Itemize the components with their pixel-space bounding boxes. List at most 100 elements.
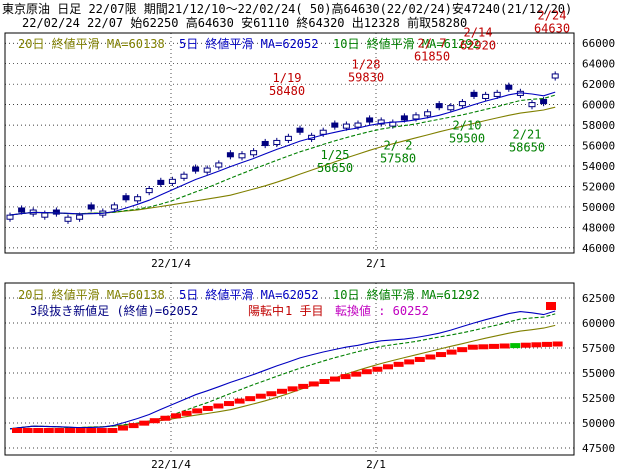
kagi-brick xyxy=(298,383,309,389)
legend-bottom-20ma: 20日 終値平滑 MA=60138 xyxy=(18,287,165,302)
candle-body xyxy=(180,173,188,179)
price-tick-label: 60000 xyxy=(582,99,615,112)
candle-body xyxy=(250,150,258,156)
kagi-brick xyxy=(149,418,160,424)
kagi-x-axis: 22/1/4 2/1 xyxy=(151,458,386,471)
candle-body xyxy=(296,127,304,133)
candle-body xyxy=(238,153,246,159)
kagi-tick-label: 50000 xyxy=(582,417,615,430)
candle-body xyxy=(226,152,234,158)
candle-body xyxy=(342,123,350,129)
annotation-value: 59830 xyxy=(348,70,384,84)
kagi-brick xyxy=(12,428,22,433)
kagi-brick xyxy=(351,371,362,377)
kagi-trend-status: 陽転中 xyxy=(248,303,284,318)
price-tick-label: 62000 xyxy=(582,78,615,91)
kagi-brick xyxy=(202,405,213,411)
kagi-tick-label: 60000 xyxy=(582,317,615,330)
candle-body xyxy=(168,178,176,184)
price-tick-label: 66000 xyxy=(582,37,615,50)
kagi-ma5-line xyxy=(9,310,556,430)
annotation-date: 1/28 xyxy=(352,57,381,71)
candle-body xyxy=(482,93,490,99)
legend-top-20ma: 20日 終値平滑 MA=60138 xyxy=(18,36,165,51)
price-axis: 46000 48000 50000 52000 54000 56000 58000 60000… xyxy=(582,37,615,255)
price-tick-label: 56000 xyxy=(582,140,615,153)
candle-body xyxy=(284,135,292,141)
candle-body xyxy=(273,139,281,146)
kagi-brick xyxy=(245,396,256,402)
kagi-brick xyxy=(542,341,552,347)
kagi-date-label: 22/1/4 xyxy=(151,458,191,471)
annotation-date: 2/14 xyxy=(464,26,493,40)
kagi-brick xyxy=(330,376,340,382)
annotation-date: 2/ 2 xyxy=(384,138,413,152)
kagi-brick xyxy=(65,428,75,433)
candle-body xyxy=(215,162,223,168)
kagi-moving-averages xyxy=(9,310,556,430)
price-tick-label: 52000 xyxy=(582,180,615,193)
kagi-brick xyxy=(393,361,404,367)
candle-body xyxy=(424,111,432,117)
candle-body xyxy=(505,84,513,90)
kagi-brick xyxy=(372,366,383,372)
candle-body xyxy=(354,122,362,128)
legend-top-5ma: 5日 終値平滑 MA=62052 xyxy=(179,36,318,51)
annotation-value: 57580 xyxy=(380,151,416,165)
kagi-brick xyxy=(520,342,531,348)
candle-body xyxy=(192,166,200,172)
annotation-value: 61850 xyxy=(414,50,450,64)
candle-body xyxy=(331,122,339,128)
candle-body xyxy=(470,91,478,97)
candle-body xyxy=(6,214,14,220)
candle-body xyxy=(18,207,26,213)
candle-body xyxy=(157,179,165,185)
ma5-line xyxy=(9,91,556,216)
annotation-date: 2/10 xyxy=(453,119,482,133)
candle-body xyxy=(76,214,84,220)
kagi-brick xyxy=(361,369,372,375)
kagi-brick xyxy=(510,343,521,349)
kagi-brick xyxy=(277,388,287,394)
annotation-value: 62920 xyxy=(460,39,496,53)
header-line1: 東京原油 日足 22/07限 期間21/12/10〜22/02/24( 50)高… xyxy=(2,1,572,16)
annotation-date: 2/21 xyxy=(513,127,542,141)
kagi-brick xyxy=(96,428,107,433)
candle-body xyxy=(41,212,49,218)
kagi-brick xyxy=(531,342,542,348)
kagi-brick xyxy=(192,408,203,414)
kagi-brick xyxy=(224,401,234,407)
annotation-value: 59500 xyxy=(449,132,485,146)
kagi-axis: 47500 50000 52500 55000 57500 60000 62500 xyxy=(582,292,615,455)
candle-body xyxy=(412,114,420,120)
kagi-brick xyxy=(383,364,393,370)
kagi-bricks xyxy=(12,302,563,433)
kagi-brick xyxy=(457,347,468,353)
price-tick-label: 64000 xyxy=(582,58,615,71)
legend-top-10ma: 10日 終値平滑 MA=61292 xyxy=(333,36,480,51)
kagi-brick xyxy=(319,379,330,384)
kagi-step-count: 1 手目 xyxy=(285,304,323,318)
kagi-brick xyxy=(181,410,192,416)
candle-body xyxy=(528,102,536,108)
price-x-axis: 22/1/4 2/1 xyxy=(151,257,386,270)
kagi-brick xyxy=(54,428,65,433)
annotation-value: 58480 xyxy=(269,84,305,98)
kagi-tick-label: 47500 xyxy=(582,442,615,455)
kagi-brick xyxy=(22,428,33,433)
candle-body xyxy=(52,209,60,215)
price-tick-label: 54000 xyxy=(582,160,615,173)
kagi-brick xyxy=(436,352,446,358)
kagi-info-line: 3段抜き新値足 (終値)=62052 xyxy=(30,303,198,318)
kagi-tick-label: 55000 xyxy=(582,367,615,380)
candle-body xyxy=(134,196,142,202)
kagi-tick-label: 57500 xyxy=(582,342,615,355)
kagi-brick xyxy=(33,428,44,433)
kagi-brick-latest xyxy=(546,302,556,310)
kagi-brick xyxy=(499,343,510,349)
kagi-brick xyxy=(128,423,139,429)
kagi-brick xyxy=(425,354,436,360)
price-date-label: 2/1 xyxy=(366,257,386,270)
kagi-brick xyxy=(43,428,54,433)
